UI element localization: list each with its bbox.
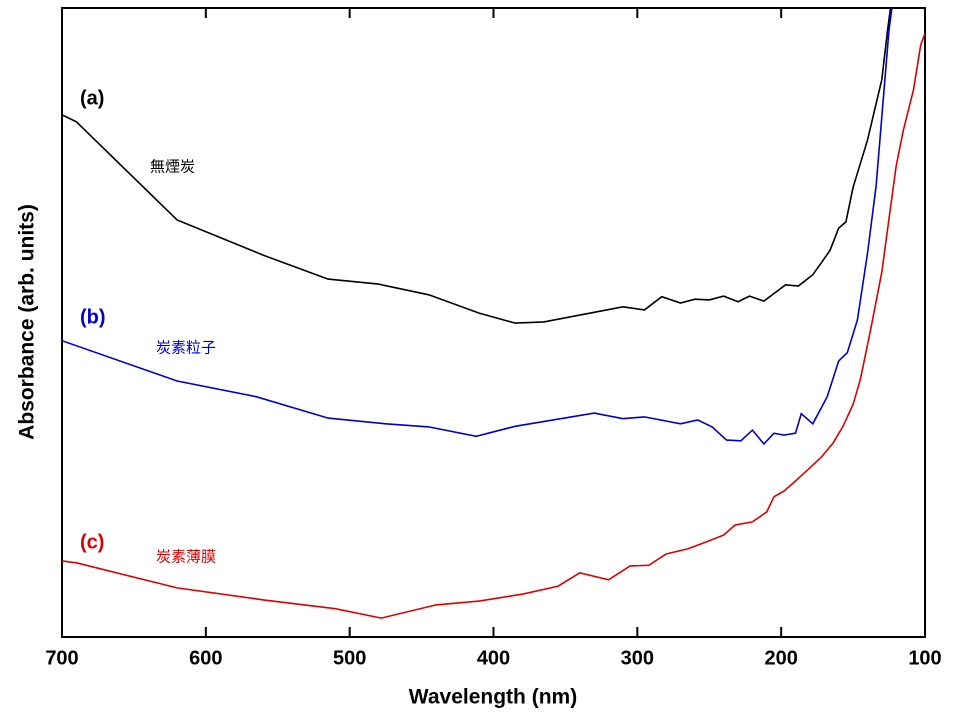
series-line [62, 8, 893, 446]
x-tick-label: 100 [908, 647, 941, 669]
plot-frame [61, 7, 926, 638]
x-tick-label: 200 [764, 647, 797, 669]
series-name: 無煙炭 [150, 158, 195, 176]
series-label: (b) [80, 306, 106, 328]
series-line [62, 8, 892, 324]
plot-area [62, 8, 925, 619]
x-axis-title: Wavelength (nm) [409, 686, 577, 709]
x-tick-label: 600 [189, 647, 222, 669]
series-label: (a) [80, 87, 104, 109]
series-name: 炭素粒子 [156, 339, 216, 357]
series-label: (c) [80, 531, 104, 553]
series-name: 炭素薄膜 [156, 548, 216, 566]
x-tick-label: 700 [45, 647, 78, 669]
series-line [62, 32, 925, 619]
x-tick-label: 500 [333, 647, 366, 669]
x-tick-label: 400 [477, 647, 510, 669]
y-axis-title: Absorbance (arb. units) [16, 204, 39, 440]
x-tick-label: 300 [621, 647, 654, 669]
